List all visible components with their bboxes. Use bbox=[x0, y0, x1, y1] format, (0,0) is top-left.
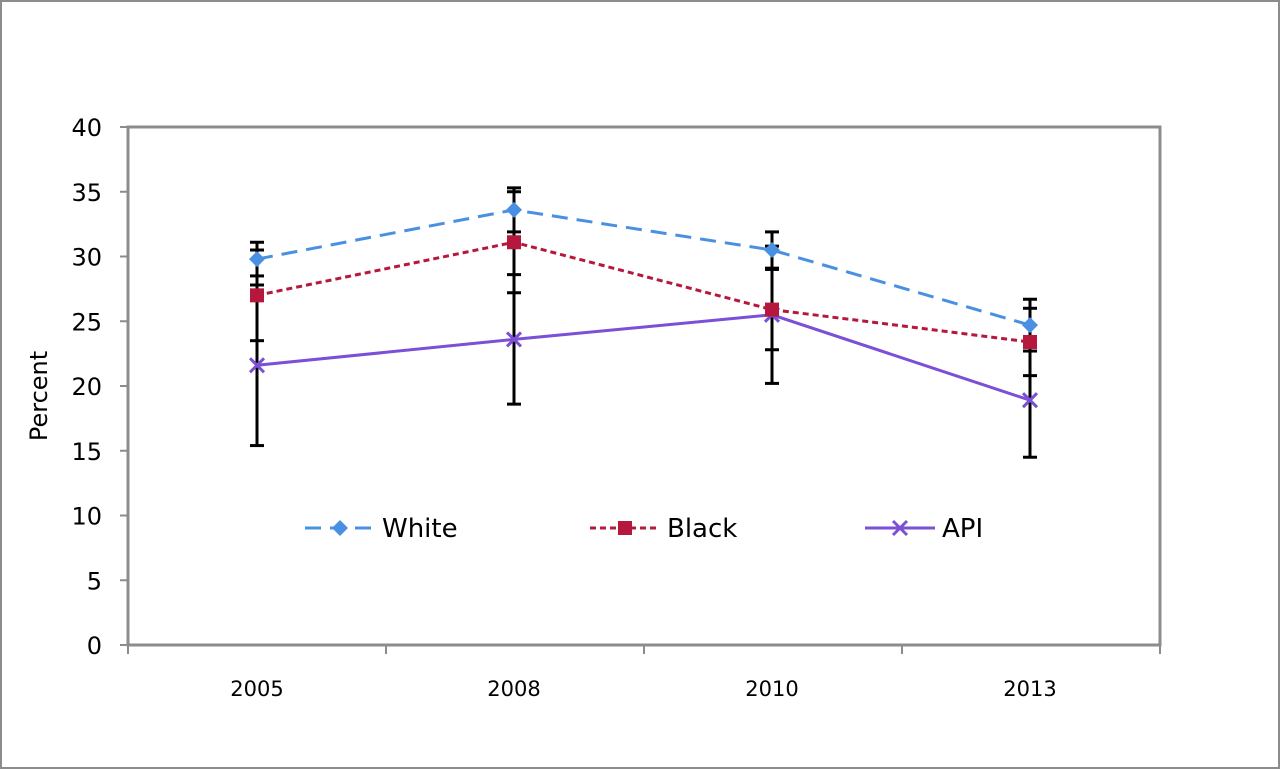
y-axis-label: Percent bbox=[25, 351, 53, 441]
series-line-black bbox=[256, 240, 1031, 344]
marker-stroke bbox=[891, 519, 909, 537]
legend-label-white: White bbox=[382, 514, 458, 544]
series-lines bbox=[256, 208, 1031, 402]
y-tick-label: 20 bbox=[71, 373, 102, 401]
marker-stroke bbox=[1021, 392, 1039, 409]
marker-white bbox=[1022, 317, 1038, 334]
marker-white bbox=[506, 201, 522, 218]
legend-marker-white bbox=[332, 520, 348, 536]
legend-marker-api bbox=[891, 519, 909, 537]
y-tick-label: 35 bbox=[71, 179, 102, 207]
marker-black bbox=[250, 288, 264, 303]
y-tick-label: 0 bbox=[87, 632, 102, 660]
marker-black bbox=[1023, 334, 1037, 349]
marker-black bbox=[507, 235, 521, 250]
x-tick-label: 2013 bbox=[1003, 677, 1056, 701]
marker-api bbox=[248, 357, 266, 374]
axes: 0 5 10 15 20 25 30 35 40 2005 2008 2010 2013 bbox=[71, 114, 1162, 701]
y-tick-label: 40 bbox=[71, 114, 102, 142]
marker-white bbox=[764, 242, 780, 259]
legend: White Black API bbox=[305, 514, 983, 544]
marker-black bbox=[765, 302, 779, 317]
y-tick-label: 15 bbox=[71, 438, 102, 466]
series-line-api bbox=[256, 313, 1031, 402]
series-line-white bbox=[256, 208, 1031, 327]
y-tick-label: 5 bbox=[87, 567, 102, 595]
legend-label-black: Black bbox=[667, 514, 737, 544]
x-tick-label: 2010 bbox=[745, 677, 798, 701]
legend-marker-black bbox=[618, 521, 632, 535]
series-markers bbox=[248, 201, 1039, 409]
error-bars bbox=[250, 186, 1037, 459]
y-tick-label: 30 bbox=[71, 244, 102, 272]
legend-label-api: API bbox=[942, 514, 983, 544]
plot-area-border bbox=[126, 125, 1162, 647]
marker-stroke bbox=[505, 331, 523, 348]
marker-stroke bbox=[248, 357, 266, 374]
y-tick-label: 10 bbox=[71, 503, 102, 531]
x-tick-label: 2005 bbox=[230, 677, 283, 701]
marker-api bbox=[1021, 392, 1039, 409]
x-tick-label: 2008 bbox=[487, 677, 540, 701]
y-tick-label: 25 bbox=[71, 308, 102, 336]
marker-white bbox=[249, 251, 265, 268]
marker-api bbox=[505, 331, 523, 348]
